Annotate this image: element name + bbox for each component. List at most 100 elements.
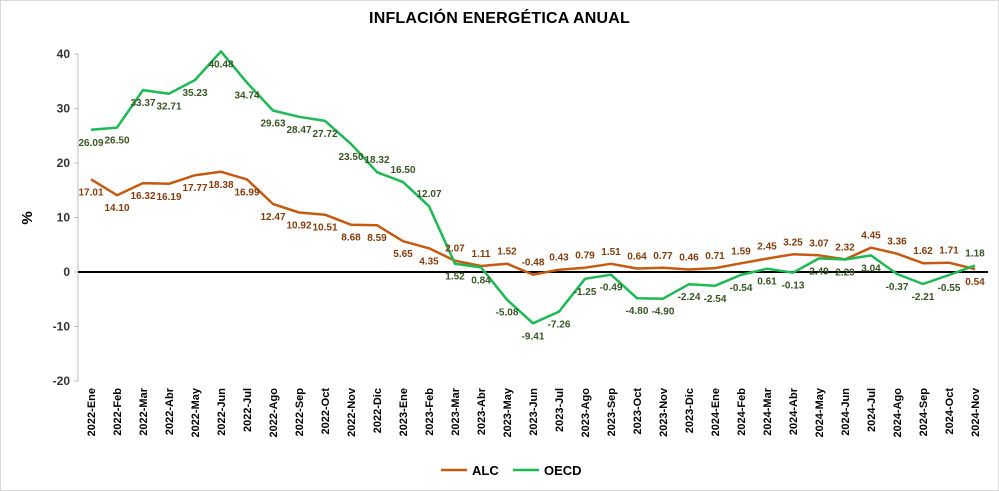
x-tick-label: 2024-Sep bbox=[918, 388, 930, 437]
data-label-alc: 16.99 bbox=[234, 187, 259, 198]
data-label-oecd: 33.37 bbox=[130, 98, 155, 109]
data-label-alc: 3.07 bbox=[809, 238, 829, 249]
data-label-alc: 14.10 bbox=[104, 203, 129, 214]
x-tick-label: 2024-Jun bbox=[840, 388, 852, 436]
x-tick-label: 2023-Jun bbox=[528, 388, 540, 436]
legend-label-alc: ALC bbox=[472, 463, 499, 478]
data-label-oecd: 0.61 bbox=[757, 277, 777, 288]
data-label-oecd: -2.24 bbox=[678, 292, 701, 303]
x-tick-label: 2024-Feb bbox=[736, 388, 748, 436]
data-label-alc: 3.36 bbox=[887, 237, 907, 248]
x-tick-label: 2023-Sep bbox=[606, 388, 618, 437]
data-label-alc: 0.79 bbox=[575, 251, 595, 262]
x-tick-label: 2024-Nov bbox=[970, 387, 982, 437]
data-label-alc: 0.71 bbox=[705, 251, 725, 262]
data-label-oecd: 28.47 bbox=[286, 125, 311, 136]
y-tick-label: 20 bbox=[57, 156, 71, 170]
x-tick-label: 2023-Mar bbox=[450, 387, 462, 435]
x-tick-label: 2022-Mar bbox=[138, 387, 150, 435]
data-label-oecd: -0.49 bbox=[600, 283, 623, 294]
data-label-oecd: 1.18 bbox=[965, 249, 985, 260]
x-tick-label: 2023-Ene bbox=[398, 388, 410, 436]
x-tick-label: 2023-Nov bbox=[658, 387, 670, 437]
data-label-oecd: 40.48 bbox=[208, 59, 233, 70]
data-label-alc: 1.59 bbox=[731, 246, 751, 257]
data-label-oecd: 2.29 bbox=[835, 268, 855, 279]
y-tick-label: 40 bbox=[57, 47, 71, 61]
data-label-alc: 1.62 bbox=[913, 246, 933, 257]
data-label-alc: 2.32 bbox=[835, 242, 855, 253]
data-label-oecd: -2.21 bbox=[912, 292, 935, 303]
data-label-alc: 16.19 bbox=[156, 192, 181, 203]
x-tick-label: 2022-Abr bbox=[164, 387, 176, 435]
x-tick-label: 2023-Abr bbox=[476, 387, 488, 435]
data-label-oecd: 23.50 bbox=[338, 152, 363, 163]
x-tick-label: 2024-Ago bbox=[892, 388, 904, 438]
data-label-oecd: -4.80 bbox=[626, 306, 649, 317]
data-label-oecd: 27.72 bbox=[312, 129, 337, 140]
data-label-alc: 4.35 bbox=[419, 256, 439, 267]
y-tick-label: 0 bbox=[63, 265, 70, 279]
data-label-oecd: 3.04 bbox=[861, 263, 881, 274]
data-label-alc: 0.77 bbox=[653, 251, 673, 262]
data-label-oecd: -0.13 bbox=[782, 281, 805, 292]
series-line-alc bbox=[90, 170, 976, 276]
x-tick-label: 2024-Jul bbox=[866, 388, 878, 432]
y-tick-label: 30 bbox=[57, 102, 71, 116]
data-label-oecd: 2.49 bbox=[809, 266, 829, 277]
y-tick-label: -10 bbox=[53, 320, 71, 334]
data-label-alc: 16.32 bbox=[130, 191, 155, 202]
x-tick-label: 2023-Ago bbox=[580, 388, 592, 438]
data-label-alc: 5.65 bbox=[393, 249, 413, 260]
data-label-oecd: 1.52 bbox=[445, 272, 465, 283]
data-label-oecd: -0.55 bbox=[938, 283, 961, 294]
data-label-oecd: -5.08 bbox=[496, 308, 519, 319]
series-layer bbox=[90, 50, 976, 325]
data-label-oecd: -0.54 bbox=[730, 283, 753, 294]
data-label-oecd: 26.09 bbox=[78, 138, 103, 149]
data-label-oecd: -7.26 bbox=[548, 320, 571, 331]
data-label-alc: 3.25 bbox=[783, 237, 803, 248]
data-label-oecd: 34.74 bbox=[234, 91, 259, 102]
x-tick-label: 2022-Jun bbox=[216, 388, 228, 436]
x-tick-label: 2023-Dic bbox=[684, 388, 696, 433]
data-label-alc: 1.11 bbox=[472, 249, 491, 260]
data-label-oecd: 29.63 bbox=[260, 119, 285, 130]
data-label-alc: 0.43 bbox=[549, 253, 569, 264]
x-tick-label: 2022-Ago bbox=[268, 388, 280, 438]
y-axis-label: % bbox=[19, 211, 36, 224]
y-tick-label: 10 bbox=[57, 211, 71, 225]
x-tick-label: 2023-May bbox=[502, 387, 514, 437]
data-label-alc: 4.45 bbox=[861, 231, 881, 242]
x-axis: 2022-Ene 2022-Feb 2022-Mar 2022-Abr 2022-May… bbox=[78, 271, 988, 438]
data-label-oecd: 18.32 bbox=[364, 155, 389, 166]
data-label-alc: 12.47 bbox=[260, 212, 285, 223]
data-label-alc: 0.54 bbox=[965, 277, 985, 288]
data-label-alc: 18.38 bbox=[208, 180, 233, 191]
data-label-oecd: 26.50 bbox=[104, 136, 129, 147]
data-label-alc: -0.48 bbox=[522, 258, 545, 269]
x-tick-label: 2024-Oct bbox=[944, 388, 956, 435]
x-tick-label: 2023-Jul bbox=[554, 388, 566, 432]
x-tick-label: 2022-Sep bbox=[294, 388, 306, 437]
data-label-alc: 17.77 bbox=[182, 183, 207, 194]
series-line-oecd bbox=[90, 50, 976, 325]
x-tick-label: 2024-Ene bbox=[710, 388, 722, 436]
data-label-alc: 10.92 bbox=[286, 220, 311, 231]
data-label-alc: 2.07 bbox=[445, 244, 465, 255]
data-label-alc: 8.59 bbox=[367, 233, 387, 244]
data-label-oecd: 0.84 bbox=[471, 275, 491, 286]
x-tick-label: 2024-May bbox=[814, 387, 826, 437]
data-label-alc: 17.01 bbox=[78, 187, 103, 198]
data-label-alc: 8.68 bbox=[341, 233, 361, 244]
data-label-alc: 1.51 bbox=[601, 247, 621, 258]
data-label-oecd: 12.07 bbox=[416, 189, 441, 200]
chart-title: INFLACIÓN ENERGÉTICA ANUAL bbox=[369, 10, 630, 27]
data-label-oecd: -0.37 bbox=[886, 282, 909, 293]
data-label-alc: 1.52 bbox=[497, 247, 517, 258]
x-tick-label: 2023-Feb bbox=[424, 388, 436, 436]
data-label-alc: 10.51 bbox=[312, 223, 337, 234]
x-tick-label: 2022-Dic bbox=[372, 388, 384, 433]
data-label-oecd: -4.90 bbox=[652, 307, 675, 318]
